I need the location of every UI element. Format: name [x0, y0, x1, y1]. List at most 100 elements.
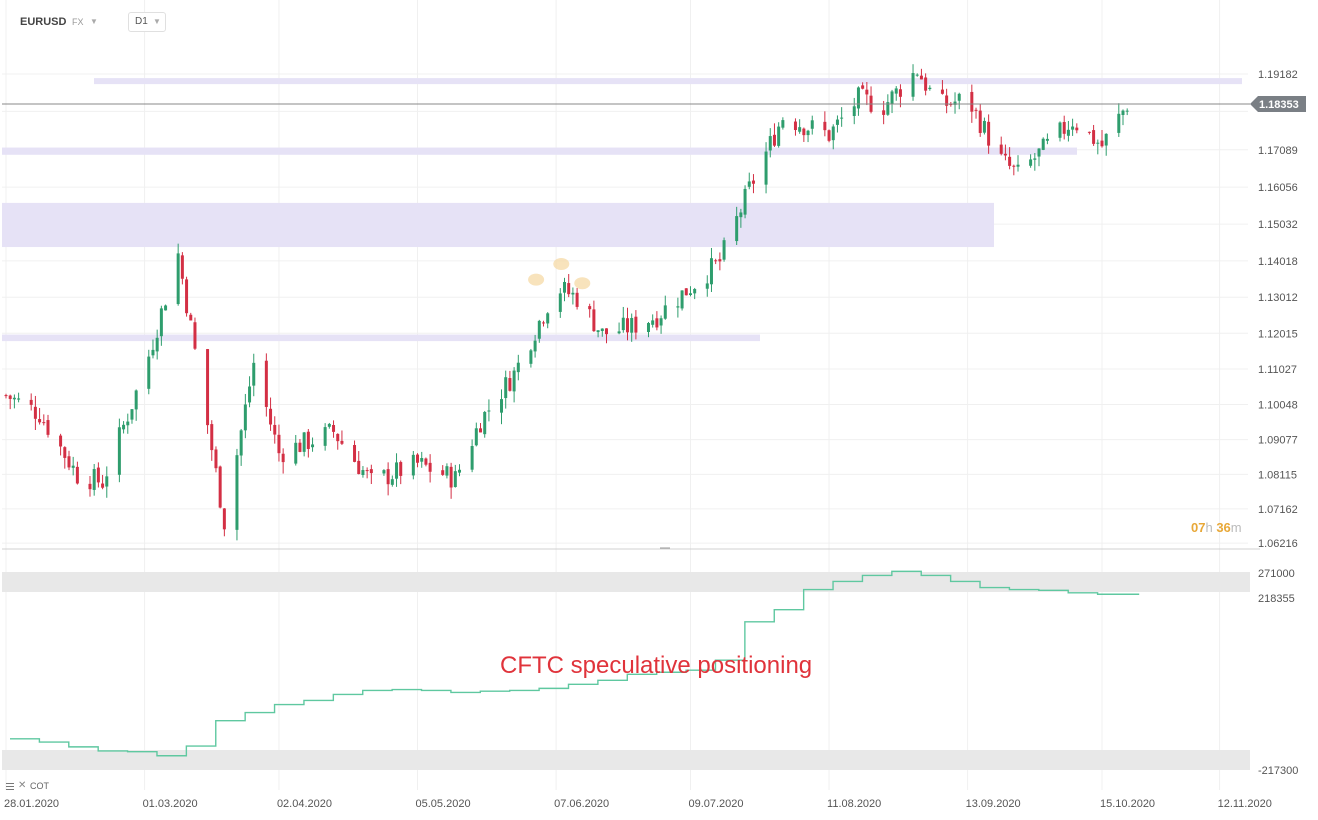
- candle-up: [768, 136, 772, 151]
- candle-up: [126, 421, 130, 426]
- x-tick-label: 05.05.2020: [416, 798, 471, 810]
- highlight-marker: [553, 258, 570, 271]
- candle-up: [382, 470, 386, 474]
- candle-up: [122, 424, 126, 430]
- y-tick-label: 1.12015: [1258, 328, 1298, 340]
- candle-up: [1121, 110, 1125, 115]
- candle-down: [399, 462, 403, 476]
- candle-up: [302, 432, 306, 452]
- candle-down: [751, 180, 755, 184]
- candle-down: [684, 288, 688, 296]
- candle-up: [646, 323, 650, 333]
- x-tick-label: 12.11.2020: [1218, 798, 1272, 810]
- candle-up: [504, 377, 508, 399]
- candle-down: [210, 424, 214, 451]
- x-tick-label: 09.07.2020: [688, 798, 743, 810]
- y-tick-label: 1.11027: [1258, 364, 1297, 376]
- candle-up: [155, 337, 159, 352]
- candle-down: [353, 445, 357, 462]
- timeframe-select[interactable]: D1 ▼: [128, 12, 166, 32]
- candle-down: [924, 77, 928, 91]
- candle-up: [915, 74, 919, 76]
- y-tick-label: 1.09077: [1258, 435, 1298, 447]
- candle-down: [945, 95, 949, 106]
- candle-up: [1029, 159, 1033, 166]
- cot-tick-label: 218355: [1258, 593, 1295, 605]
- candle-up: [852, 106, 856, 116]
- candle-down: [214, 449, 218, 469]
- candle-up: [546, 313, 550, 324]
- candle-up: [516, 362, 520, 373]
- y-tick-label: 1.15032: [1258, 219, 1298, 231]
- candle-up: [130, 409, 134, 420]
- candle-up: [982, 120, 986, 133]
- candle-down: [449, 466, 453, 488]
- candle-up: [886, 102, 890, 115]
- candlestick-series: [4, 64, 1129, 541]
- candle-down: [369, 469, 373, 474]
- candle-up: [117, 427, 121, 475]
- candle-down: [919, 75, 923, 80]
- candle-down: [1012, 165, 1016, 167]
- candle-down: [29, 399, 33, 405]
- x-tick-label: 07.06.2020: [554, 798, 609, 810]
- candle-down: [357, 460, 361, 475]
- last-price-tag: [1250, 96, 1306, 113]
- candle-up: [709, 258, 713, 285]
- candle-down: [865, 89, 869, 95]
- candle-down: [180, 255, 184, 279]
- candle-up: [840, 117, 844, 119]
- y-tick-label: 1.07162: [1258, 504, 1298, 516]
- candle-down: [340, 440, 344, 444]
- close-icon[interactable]: ✕: [18, 780, 27, 791]
- candle-down: [1062, 121, 1066, 134]
- candle-down: [974, 109, 978, 111]
- candle-down: [772, 134, 776, 146]
- candle-up: [890, 91, 894, 104]
- x-tick-label: 28.01.2020: [4, 798, 59, 810]
- candle-up: [134, 390, 138, 410]
- y-tick-label: 1.13012: [1258, 292, 1298, 304]
- x-tick-label: 02.04.2020: [277, 798, 332, 810]
- candle-up: [361, 470, 365, 476]
- annotation-text: CFTC speculative positioning: [500, 652, 812, 679]
- candle-up: [743, 188, 747, 215]
- candle-down: [206, 349, 210, 426]
- candle-down: [655, 318, 659, 328]
- candle-up: [1071, 126, 1075, 130]
- x-tick-label: 13.09.2020: [966, 798, 1021, 810]
- candle-up: [571, 292, 575, 295]
- candle-down: [604, 328, 608, 335]
- candle-down: [978, 110, 982, 133]
- candle-up: [798, 127, 802, 132]
- candle-down: [567, 283, 571, 295]
- indicator-settings-icon[interactable]: [6, 782, 14, 790]
- highlight-marker: [574, 277, 591, 290]
- highlight-marker: [528, 273, 545, 286]
- candle-down: [793, 121, 797, 131]
- symbol-label[interactable]: EURUSD: [20, 16, 67, 28]
- candle-up: [17, 398, 21, 400]
- candle-down: [416, 454, 420, 463]
- candle-up: [458, 469, 462, 473]
- candle-down: [336, 433, 340, 442]
- axes: 1.18353 1.19182 1.17089 1.16056 1.15032 1.140…: [2, 69, 1306, 810]
- candle-up: [562, 281, 566, 293]
- y-tick-label: 1.10048: [1258, 399, 1298, 411]
- candle-up: [630, 317, 634, 333]
- candle-up: [294, 442, 298, 464]
- candle-up: [537, 320, 541, 339]
- candle-down: [306, 431, 310, 449]
- zone-band: [94, 78, 1242, 85]
- candle-down: [59, 435, 63, 447]
- support-resistance-zones: [2, 78, 1242, 342]
- candle-down: [882, 110, 886, 115]
- chevron-down-icon[interactable]: ▼: [90, 17, 98, 26]
- y-tick-label: 1.19182: [1258, 69, 1298, 81]
- candle-up: [411, 454, 415, 476]
- candle-down: [1087, 131, 1091, 133]
- cot-tick-label: 271000: [1258, 568, 1295, 580]
- candle-up: [894, 88, 898, 94]
- candle-down: [46, 420, 50, 435]
